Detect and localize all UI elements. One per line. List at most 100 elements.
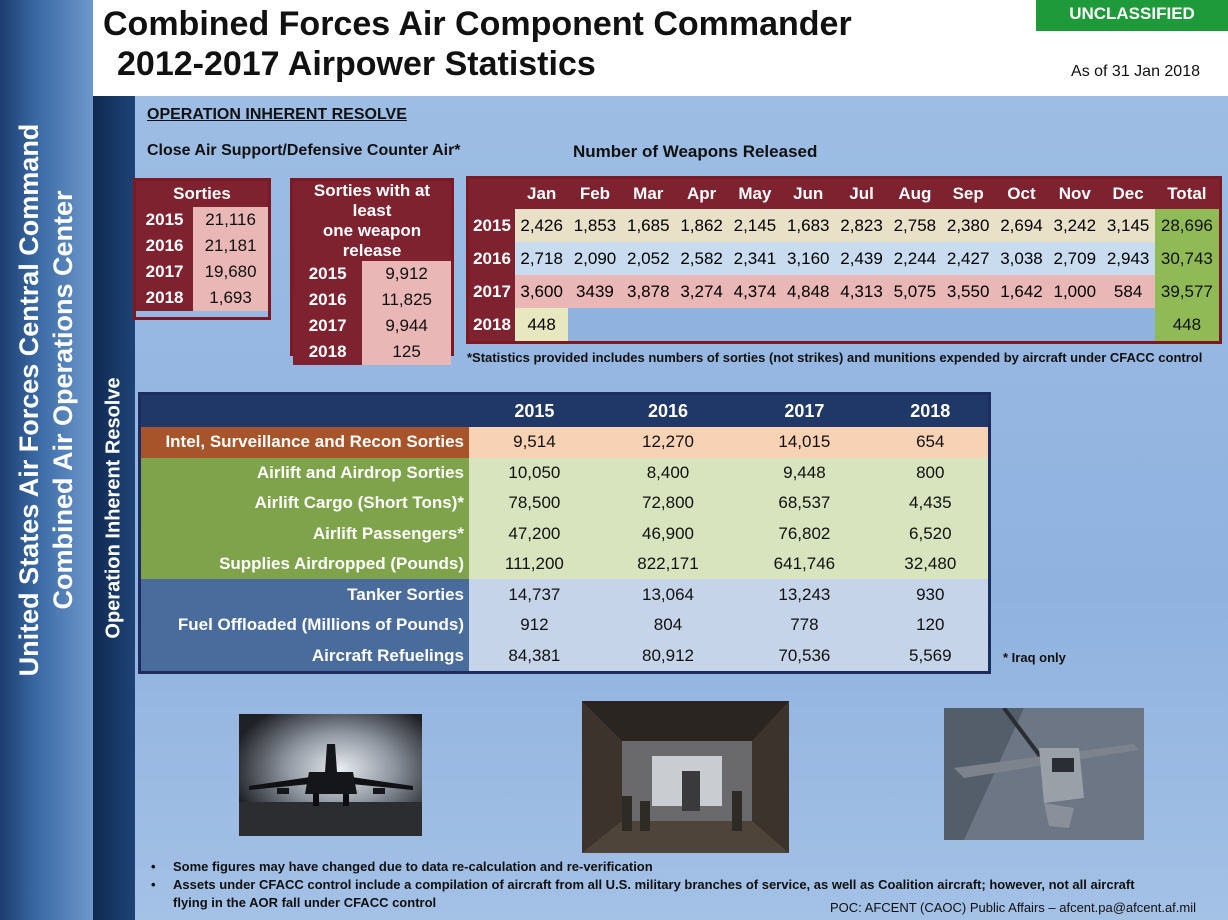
year-cell: 2018: [469, 308, 515, 341]
table-row: 2017 19,680: [136, 259, 268, 285]
sorties-header: Sorties: [136, 181, 268, 207]
value-cell: 14,015: [736, 427, 873, 458]
classification-badge: UNCLASSIFIED: [1036, 0, 1228, 31]
value-cell: 5,569: [872, 640, 988, 671]
year-cell: 2017: [469, 275, 515, 308]
value-cell: 3,600: [515, 275, 569, 308]
table-row: 2016 11,825: [293, 287, 451, 313]
table-row: 2015 9,912: [293, 261, 451, 287]
year-cell: 2016: [136, 233, 194, 259]
sorties-weapon-table: Sorties with at least one weapon release…: [290, 178, 454, 365]
month-header-row: Jan Feb Mar Apr May Jun Jul Aug Sep Oct …: [469, 179, 1219, 209]
poc-contact: POC: AFCENT (CAOC) Public Affairs – afce…: [829, 900, 1196, 915]
total-cell: 30,743: [1154, 242, 1219, 275]
value-cell: 822,171: [599, 548, 737, 580]
year-cell: 2015: [469, 209, 515, 242]
value-cell: 72,800: [599, 487, 737, 519]
table-row: Airlift and Airdrop Sorties 10,050 8,400…: [141, 457, 988, 488]
as-of-date: As of 31 Jan 2018: [1071, 63, 1200, 80]
value-cell: 4,435: [872, 487, 988, 519]
value-cell: 4,374: [728, 275, 782, 308]
value-cell: 2,341: [728, 242, 782, 275]
table-row: Supplies Airdropped (Pounds) 111,200 822…: [141, 548, 988, 580]
table-row: 2017 9,944: [293, 313, 451, 339]
value-cell: 5,075: [888, 275, 942, 308]
row-label: Supplies Airdropped (Pounds): [141, 548, 469, 580]
center-name: Combined Air Operations Center: [48, 190, 78, 610]
airpower-stats-table: 2015 2016 2017 2018 Intel, Surveillance …: [138, 392, 991, 674]
value-cell: 3439: [568, 275, 622, 308]
side-banner-outer: United States Air Forces Central Command…: [0, 0, 93, 920]
value-cell: 2,718: [515, 242, 569, 275]
header: Combined Forces Air Component Commander …: [93, 0, 1228, 96]
year-cell: 2015: [293, 261, 363, 287]
value-cell: 930: [872, 579, 988, 610]
note-text: Assets under CFACC control include a com…: [173, 877, 1135, 910]
row-label: Tanker Sorties: [141, 579, 469, 610]
total-cell: 28,696: [1154, 209, 1219, 242]
value-cell: 2,426: [515, 209, 569, 242]
value-cell: 70,536: [736, 640, 873, 671]
month-header: May: [728, 179, 782, 209]
value-cell: 2,244: [888, 242, 942, 275]
row-label: Airlift and Airdrop Sorties: [141, 457, 469, 488]
value-cell: 2,582: [674, 242, 729, 275]
value-cell: 2,427: [941, 242, 995, 275]
value-cell: 47,200: [469, 518, 600, 549]
page-title: Combined Forces Air Component Commander …: [103, 4, 852, 84]
year-header: 2016: [599, 395, 737, 428]
month-header: Mar: [621, 179, 675, 209]
value-cell: 584: [1101, 275, 1155, 308]
table-row: 2018 448 448: [469, 308, 1219, 341]
bullet-icon: •: [151, 859, 156, 874]
command-name: United States Air Forces Central Command: [14, 123, 44, 677]
value-cell: 78,500: [469, 487, 600, 519]
value-cell: 3,145: [1101, 209, 1155, 242]
value-cell: 2,052: [621, 242, 675, 275]
value-cell: 21,116: [193, 207, 268, 233]
value-cell: 804: [599, 609, 737, 641]
cas-heading: Close Air Support/Defensive Counter Air*: [147, 142, 461, 159]
table-row: 2018 1,693: [136, 285, 268, 311]
year-header-row: 2015 2016 2017 2018: [141, 395, 988, 428]
value-cell: 125: [362, 339, 451, 365]
table-row: Aircraft Refuelings 84,381 80,912 70,536…: [141, 640, 988, 671]
value-cell: 12,270: [599, 427, 737, 458]
title-line-2: 2012-2017 Airpower Statistics: [117, 45, 596, 83]
value-cell: 1,685: [621, 209, 675, 242]
value-cell: 3,878: [621, 275, 675, 308]
bullet-icon: •: [151, 877, 156, 892]
value-cell: 1,683: [781, 209, 835, 242]
list-item: • Assets under CFACC control include a c…: [147, 876, 1147, 912]
main-content: OPERATION INHERENT RESOLVE Close Air Sup…: [133, 96, 1228, 920]
value-cell: 68,537: [736, 487, 873, 519]
value-cell: 2,943: [1101, 242, 1155, 275]
total-cell: 39,577: [1154, 275, 1219, 308]
value-cell: 448: [515, 308, 569, 341]
table-row: 2015 2,426 1,853 1,685 1,862 2,145 1,683…: [469, 209, 1219, 242]
table-row: 2018 125: [293, 339, 451, 365]
value-cell: 9,514: [469, 427, 600, 458]
year-header: 2015: [469, 395, 600, 428]
sorties-table: Sorties 2015 21,116 2016 21,181 2017 19,680…: [133, 178, 271, 320]
value-cell: 11,825: [362, 287, 451, 313]
value-cell: 778: [736, 609, 873, 641]
month-header: Sep: [941, 179, 995, 209]
year-cell: 2018: [293, 339, 363, 365]
value-cell: 1,853: [568, 209, 622, 242]
corner-cell: [141, 395, 469, 428]
value-cell: 2,380: [941, 209, 995, 242]
table-row: Airlift Cargo (Short Tons)* 78,500 72,80…: [141, 487, 988, 519]
empty-cell: [568, 308, 1155, 341]
value-cell: 19,680: [193, 259, 268, 285]
weapons-heading: Number of Weapons Released: [573, 142, 818, 161]
row-label: Airlift Passengers*: [141, 518, 469, 549]
year-cell: 2016: [469, 242, 515, 275]
cargo-hold-photo: [582, 701, 789, 853]
value-cell: 1,000: [1048, 275, 1102, 308]
year-cell: 2017: [136, 259, 194, 285]
month-header: Feb: [568, 179, 622, 209]
value-cell: 21,181: [193, 233, 268, 259]
value-cell: 46,900: [599, 518, 737, 549]
value-cell: 1,862: [674, 209, 729, 242]
